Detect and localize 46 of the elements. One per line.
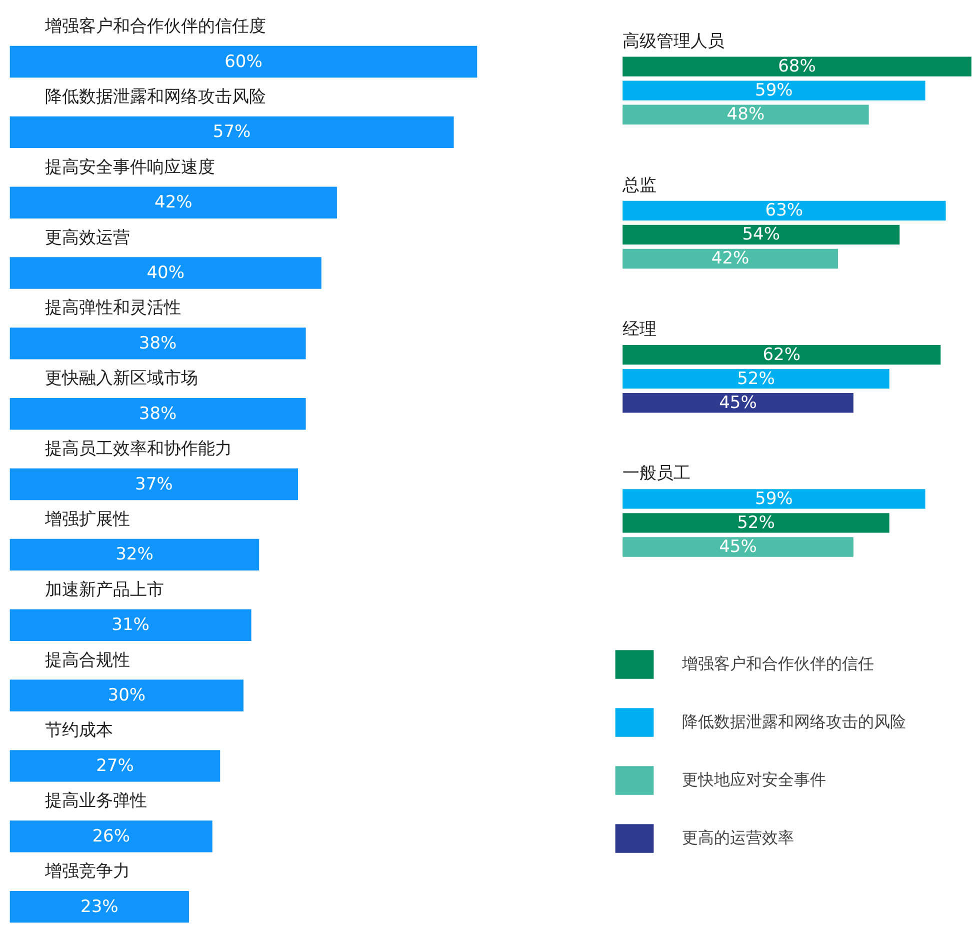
data-label: 45% <box>719 392 757 413</box>
y-tick-label: 增强客户和合作伙伴的信任度 <box>44 16 266 37</box>
data-label: 62% <box>762 344 801 365</box>
data-label: 38% <box>138 333 177 354</box>
y-tick-label: 加速新产品上市 <box>44 580 164 600</box>
y-tick-label: 更高效运营 <box>44 228 130 248</box>
data-label: 38% <box>138 404 177 424</box>
y-tick-label: 提高合规性 <box>44 650 130 670</box>
y-tick-label: 提高员工效率和协作能力 <box>44 439 232 460</box>
y-tick-label: 总监 <box>622 175 657 196</box>
data-label: 40% <box>146 263 185 284</box>
y-tick-label: 节约成本 <box>44 720 113 741</box>
legend-label: 更高的运营效率 <box>682 828 794 848</box>
y-tick-label: 经理 <box>622 320 657 340</box>
legend-label: 增强客户和合作伙伴的信任 <box>682 654 874 674</box>
data-label: 45% <box>719 536 757 557</box>
data-label: 31% <box>112 615 150 636</box>
data-label: 37% <box>135 474 173 494</box>
y-tick-label: 提高安全事件响应速度 <box>44 157 215 178</box>
data-label: 48% <box>726 104 765 125</box>
y-tick-label: 增强扩展性 <box>44 509 130 530</box>
data-label: 42% <box>154 192 192 213</box>
data-label: 59% <box>755 488 793 509</box>
y-tick-label: 一般员工 <box>622 464 691 484</box>
data-label: 26% <box>92 826 130 846</box>
data-label: 68% <box>778 56 816 77</box>
legend-label: 更快地应对安全事件 <box>682 770 826 790</box>
data-label: 54% <box>742 224 780 245</box>
data-label: 52% <box>737 512 775 533</box>
data-label: 30% <box>108 686 146 706</box>
data-label: 57% <box>212 122 251 142</box>
data-label: 42% <box>711 248 750 269</box>
data-label: 52% <box>737 368 775 389</box>
data-label: 60% <box>224 52 262 72</box>
y-tick-label: 提高弹性和灵活性 <box>44 298 181 318</box>
y-tick-label: 更快融入新区域市场 <box>44 368 198 389</box>
data-label: 59% <box>755 80 793 101</box>
y-tick-label: 高级管理人员 <box>622 31 725 52</box>
y-tick-label: 提高业务弹性 <box>44 791 147 812</box>
data-label: 27% <box>96 756 134 776</box>
data-label: 63% <box>765 200 804 221</box>
data-label: 32% <box>116 544 154 565</box>
y-tick-label: 增强竞争力 <box>44 862 130 882</box>
data-label: 23% <box>80 896 118 917</box>
y-tick-label: 降低数据泄露和网络攻击风险 <box>44 86 266 107</box>
legend-label: 降低数据泄露和网络攻击的风险 <box>682 712 906 732</box>
